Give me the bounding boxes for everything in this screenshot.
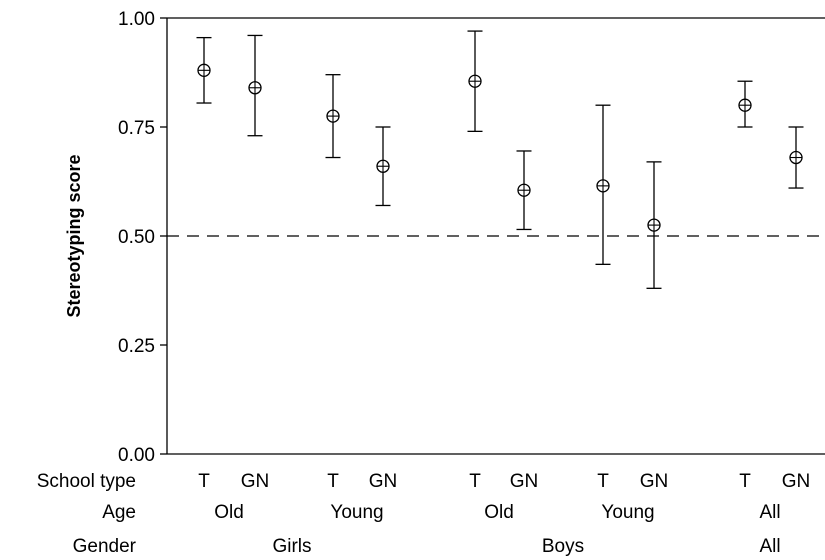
y-tick-label: 0.50 [118, 227, 155, 248]
gender-group-label: All [759, 536, 780, 557]
school-type-label: T [597, 471, 609, 492]
age-group-label: Young [330, 502, 383, 523]
data-point-group [516, 150, 532, 231]
age-group-label: Young [601, 502, 654, 523]
row-label-gender: Gender [73, 536, 137, 557]
data-point-group [375, 126, 391, 207]
data-point-group [325, 74, 341, 159]
school-type-label: GN [640, 471, 669, 492]
y-tick-label: 1.00 [118, 9, 155, 30]
gender-group-label: Girls [272, 536, 311, 557]
y-axis-ticks: 0.00 0.25 0.50 0.75 1.00 [118, 9, 167, 466]
school-type-label: GN [369, 471, 398, 492]
school-type-label: T [198, 471, 210, 492]
data-point-group [247, 34, 263, 137]
data-point-group [196, 36, 212, 104]
y-axis-title: Stereotyping score [64, 154, 84, 317]
y-tick-label: 0.00 [118, 445, 155, 466]
data-point-group [788, 126, 804, 189]
school-type-label: GN [510, 471, 539, 492]
y-tick-label: 0.75 [118, 118, 155, 139]
school-type-label: GN [782, 471, 811, 492]
data-point-group [467, 30, 483, 133]
school-type-label: T [327, 471, 339, 492]
gender-group-label: Boys [542, 536, 584, 557]
age-group-label: All [759, 502, 780, 523]
x-axis-labels: School type Age Gender T GN T GN T GN T GN T GN Old Yo… [37, 471, 811, 557]
school-type-label: GN [241, 471, 270, 492]
school-type-label: T [739, 471, 751, 492]
data-point-group [646, 161, 662, 289]
row-label-school-type: School type [37, 471, 136, 492]
age-group-label: Old [484, 502, 514, 523]
data-point-group [737, 80, 753, 128]
y-tick-label: 0.25 [118, 336, 155, 357]
row-label-age: Age [102, 502, 136, 523]
data-point-group [595, 104, 611, 265]
school-type-label: T [469, 471, 481, 492]
age-group-label: Old [214, 502, 244, 523]
data-marks [196, 30, 804, 289]
